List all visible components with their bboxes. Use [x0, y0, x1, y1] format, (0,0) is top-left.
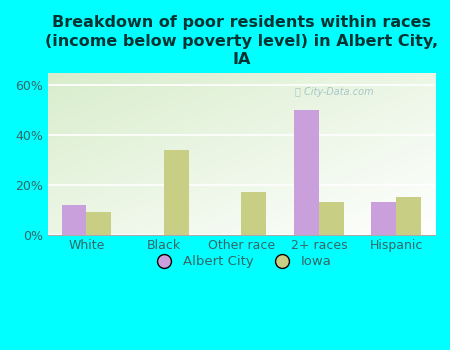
Bar: [396, 197, 421, 234]
Legend: Albert City, Iowa: Albert City, Iowa: [146, 250, 337, 273]
Text: ⓘ City-Data.com: ⓘ City-Data.com: [295, 87, 373, 97]
Bar: [62, 205, 86, 235]
Bar: [319, 202, 344, 234]
Bar: [164, 150, 189, 234]
Bar: [372, 202, 396, 234]
Bar: [86, 212, 111, 234]
Bar: [241, 192, 266, 234]
Title: Breakdown of poor residents within races
(income below poverty level) in Albert : Breakdown of poor residents within races…: [45, 15, 438, 67]
Bar: [294, 110, 319, 234]
